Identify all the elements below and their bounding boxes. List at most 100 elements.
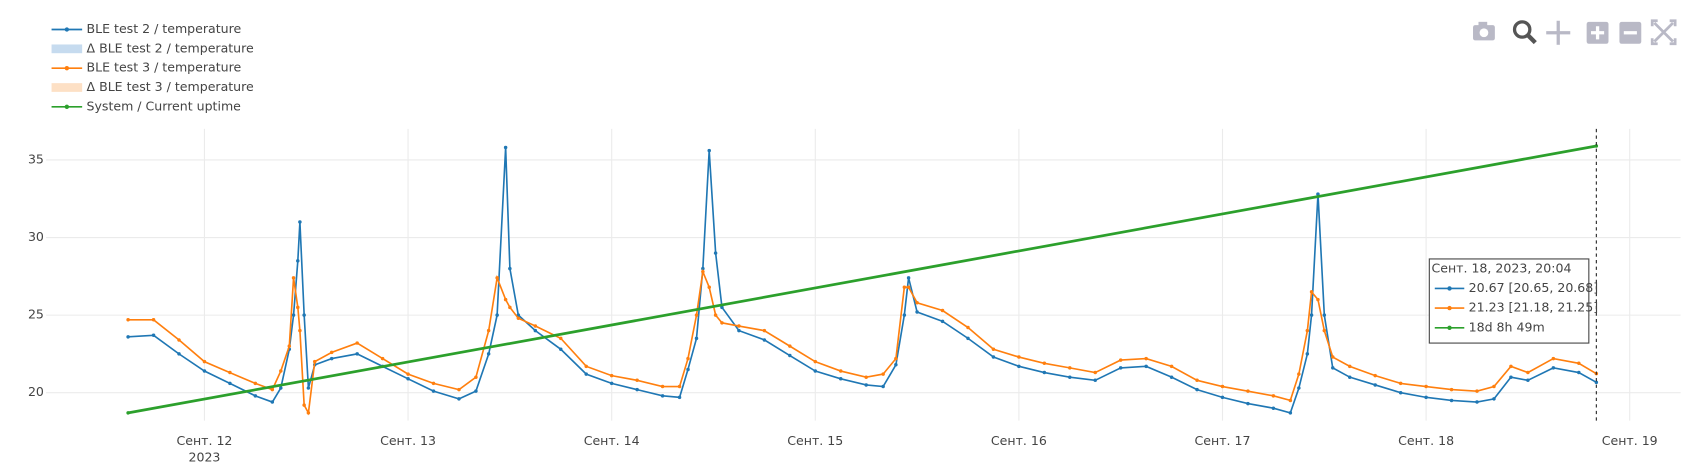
- point: [584, 364, 588, 369]
- point: [1118, 366, 1123, 370]
- point: [1144, 364, 1148, 369]
- point: [762, 338, 767, 342]
- point: [881, 372, 885, 376]
- point: [151, 333, 156, 338]
- legend-marker: [64, 104, 70, 110]
- point: [533, 328, 538, 333]
- x-tick-label: Сент. 14: [584, 433, 640, 448]
- point: [1398, 381, 1403, 386]
- point: [762, 328, 767, 333]
- point: [1297, 386, 1301, 390]
- point: [838, 369, 843, 373]
- point: [291, 276, 296, 280]
- point: [228, 370, 232, 375]
- point: [298, 328, 302, 333]
- point: [635, 387, 639, 392]
- legend-label: System / Current uptime: [87, 98, 242, 113]
- point: [503, 145, 508, 150]
- point: [788, 344, 792, 348]
- point: [713, 313, 718, 317]
- point: [940, 319, 945, 324]
- point: [508, 305, 512, 310]
- point: [1017, 364, 1021, 369]
- point: [966, 336, 970, 341]
- point: [609, 373, 614, 378]
- point: [1577, 361, 1581, 365]
- point: [177, 338, 181, 342]
- point: [279, 369, 283, 373]
- point: [991, 355, 996, 359]
- point: [720, 321, 724, 325]
- point: [660, 394, 665, 398]
- point: [915, 300, 919, 305]
- point: [406, 377, 410, 381]
- point: [306, 411, 311, 415]
- point: [813, 359, 818, 364]
- point: [177, 352, 181, 356]
- x-tick-label: Сент. 13: [380, 433, 436, 448]
- point: [1594, 380, 1599, 385]
- point: [1373, 383, 1377, 387]
- point: [296, 305, 300, 310]
- point: [1424, 395, 1428, 400]
- y-tick-label: 35: [28, 151, 44, 166]
- point: [1297, 372, 1301, 376]
- point: [1322, 328, 1327, 333]
- series-line: [127, 144, 1597, 415]
- legend-label: Δ BLE test 3 / temperature: [87, 79, 255, 94]
- point: [1492, 384, 1496, 389]
- point: [355, 352, 359, 356]
- point: [202, 369, 207, 373]
- point: [495, 276, 499, 280]
- point: [559, 336, 563, 341]
- point: [474, 375, 478, 379]
- point: [906, 276, 911, 280]
- point: [660, 384, 665, 389]
- point: [431, 381, 436, 386]
- autoscale-button[interactable]: [1650, 19, 1677, 46]
- point: [1316, 192, 1320, 196]
- point: [1017, 355, 1021, 359]
- x-tick-label: Сент. 12: [176, 433, 232, 448]
- x-tick-label: Сент. 18: [1398, 433, 1454, 448]
- point: [1348, 375, 1352, 379]
- hover-title: Сент. 18, 2023, 20:04: [1432, 260, 1572, 275]
- point: [270, 387, 275, 392]
- point: [1220, 384, 1225, 389]
- point: [894, 356, 898, 361]
- point: [1373, 373, 1377, 378]
- point: [302, 313, 306, 317]
- pan-button[interactable]: [1546, 20, 1571, 45]
- point: [701, 266, 705, 271]
- point: [1475, 400, 1479, 404]
- point: [966, 325, 970, 330]
- point: [1195, 387, 1199, 392]
- point: [457, 397, 461, 401]
- camera-button[interactable]: [1473, 21, 1495, 41]
- point: [864, 375, 868, 379]
- point: [296, 259, 300, 263]
- point: [516, 316, 521, 320]
- point: [533, 324, 538, 328]
- point: [1475, 389, 1479, 393]
- point: [1449, 387, 1454, 392]
- point: [431, 389, 436, 393]
- point: [1169, 364, 1174, 369]
- zoom-out-button[interactable]: [1619, 21, 1642, 44]
- y-tick-label: 25: [28, 307, 44, 322]
- point: [694, 336, 699, 341]
- zoom-button[interactable]: [1512, 20, 1537, 45]
- point: [902, 313, 907, 317]
- point: [1288, 411, 1293, 415]
- point: [894, 363, 898, 367]
- point: [1424, 384, 1428, 389]
- hover-marker: [1447, 325, 1452, 330]
- point: [151, 318, 156, 322]
- zoom-in-button[interactable]: [1586, 21, 1609, 44]
- point: [312, 359, 317, 364]
- point: [1246, 401, 1250, 406]
- hover-box: Сент. 18, 2023, 20:04 20.67 [20.65, 20.68…: [1428, 258, 1598, 344]
- x-tick-label: Сент. 15: [787, 433, 843, 448]
- point: [701, 269, 705, 274]
- point: [1271, 394, 1276, 398]
